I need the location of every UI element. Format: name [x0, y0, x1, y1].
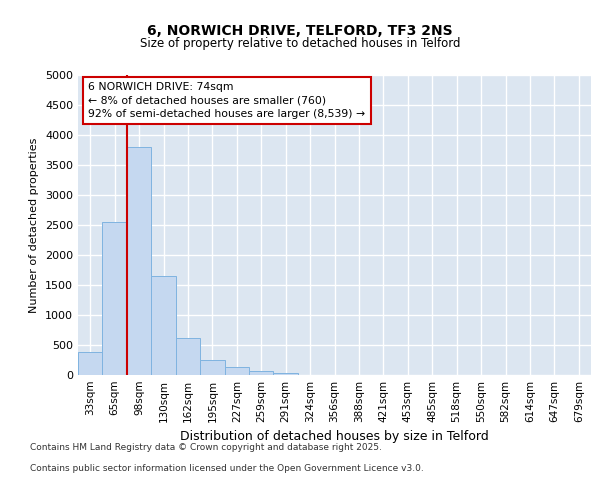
Bar: [274, 372, 298, 375]
Bar: [103, 222, 127, 375]
Bar: [249, 372, 274, 375]
Y-axis label: Number of detached properties: Number of detached properties: [29, 138, 40, 312]
Text: 6, NORWICH DRIVE, TELFORD, TF3 2NS: 6, NORWICH DRIVE, TELFORD, TF3 2NS: [147, 24, 453, 38]
Text: Size of property relative to detached houses in Telford: Size of property relative to detached ho…: [140, 38, 460, 51]
Bar: [151, 276, 176, 375]
Text: Contains HM Land Registry data © Crown copyright and database right 2025.: Contains HM Land Registry data © Crown c…: [30, 442, 382, 452]
X-axis label: Distribution of detached houses by size in Telford: Distribution of detached houses by size …: [180, 430, 489, 444]
Text: 6 NORWICH DRIVE: 74sqm
← 8% of detached houses are smaller (760)
92% of semi-det: 6 NORWICH DRIVE: 74sqm ← 8% of detached …: [88, 82, 365, 119]
Bar: [127, 147, 151, 375]
Bar: [200, 360, 224, 375]
Bar: [224, 367, 249, 375]
Bar: [78, 352, 103, 375]
Bar: [176, 338, 200, 375]
Text: Contains public sector information licensed under the Open Government Licence v3: Contains public sector information licen…: [30, 464, 424, 473]
